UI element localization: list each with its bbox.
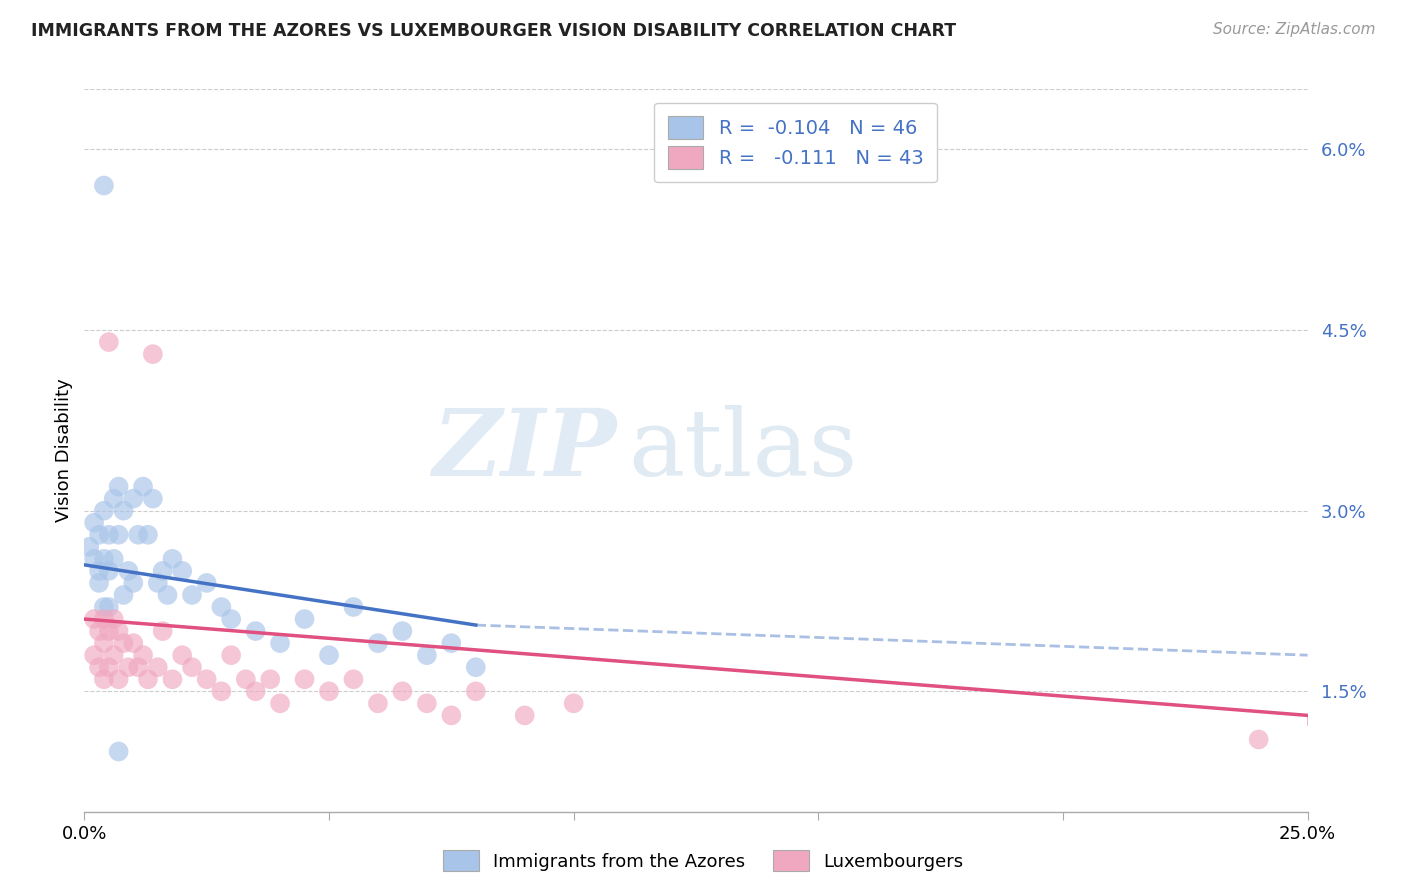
Point	[107, 624, 129, 639]
Point	[391, 684, 413, 698]
Point	[97, 660, 120, 674]
Point	[97, 624, 120, 639]
Point	[97, 600, 120, 615]
Point	[146, 576, 169, 591]
Text: ZIP: ZIP	[432, 406, 616, 495]
Point	[416, 697, 439, 711]
Point	[342, 600, 364, 615]
Point	[83, 612, 105, 626]
Point	[83, 648, 105, 663]
Point	[259, 673, 281, 687]
Point	[152, 624, 174, 639]
Point	[416, 648, 439, 663]
Point	[132, 648, 155, 663]
Point	[93, 636, 115, 650]
Point	[103, 612, 125, 626]
Point	[195, 576, 218, 591]
Point	[107, 744, 129, 758]
Point	[440, 636, 463, 650]
Point	[117, 660, 139, 674]
Point	[97, 528, 120, 542]
Point	[181, 588, 204, 602]
Point	[162, 673, 184, 687]
Point	[318, 648, 340, 663]
Point	[127, 528, 149, 542]
Point	[294, 612, 316, 626]
Point	[87, 576, 110, 591]
Point	[367, 697, 389, 711]
Point	[245, 684, 267, 698]
Text: Source: ZipAtlas.com: Source: ZipAtlas.com	[1212, 22, 1375, 37]
Point	[513, 708, 536, 723]
Point	[132, 480, 155, 494]
Point	[127, 660, 149, 674]
Point	[103, 551, 125, 566]
Point	[209, 600, 232, 615]
Point	[146, 660, 169, 674]
Point	[152, 564, 174, 578]
Point	[195, 673, 218, 687]
Point	[294, 673, 316, 687]
Point	[87, 660, 110, 674]
Point	[93, 612, 115, 626]
Legend: Immigrants from the Azores, Luxembourgers: Immigrants from the Azores, Luxembourger…	[436, 843, 970, 879]
Point	[87, 528, 110, 542]
Point	[1247, 732, 1270, 747]
Point	[93, 551, 115, 566]
Y-axis label: Vision Disability: Vision Disability	[55, 378, 73, 523]
Point	[464, 684, 486, 698]
Point	[562, 697, 585, 711]
Point	[162, 551, 184, 566]
Point	[342, 673, 364, 687]
Point	[87, 564, 110, 578]
Point	[77, 540, 100, 554]
Point	[117, 564, 139, 578]
Text: atlas: atlas	[628, 406, 858, 495]
Point	[269, 697, 291, 711]
Point	[97, 564, 120, 578]
Point	[122, 636, 145, 650]
Point	[219, 648, 242, 663]
Point	[245, 624, 267, 639]
Point	[142, 491, 165, 506]
Point	[93, 600, 115, 615]
Point	[93, 178, 115, 193]
Point	[136, 673, 159, 687]
Point	[107, 673, 129, 687]
Point	[112, 503, 135, 517]
Point	[112, 588, 135, 602]
Point	[122, 491, 145, 506]
Text: IMMIGRANTS FROM THE AZORES VS LUXEMBOURGER VISION DISABILITY CORRELATION CHART: IMMIGRANTS FROM THE AZORES VS LUXEMBOURG…	[31, 22, 956, 40]
Point	[219, 612, 242, 626]
Point	[136, 528, 159, 542]
Legend: R =  -0.104   N = 46, R =   -0.111   N = 43: R = -0.104 N = 46, R = -0.111 N = 43	[654, 103, 936, 183]
Point	[318, 684, 340, 698]
Point	[464, 660, 486, 674]
Point	[235, 673, 257, 687]
Point	[107, 480, 129, 494]
Point	[440, 708, 463, 723]
Point	[172, 648, 194, 663]
Point	[83, 516, 105, 530]
Point	[156, 588, 179, 602]
Point	[269, 636, 291, 650]
Point	[142, 347, 165, 361]
Point	[97, 335, 120, 350]
Point	[181, 660, 204, 674]
Point	[391, 624, 413, 639]
Point	[83, 551, 105, 566]
Point	[93, 673, 115, 687]
Point	[367, 636, 389, 650]
Point	[103, 648, 125, 663]
Point	[172, 564, 194, 578]
Point	[209, 684, 232, 698]
Point	[122, 576, 145, 591]
Point	[107, 528, 129, 542]
Point	[103, 491, 125, 506]
Point	[93, 503, 115, 517]
Point	[87, 624, 110, 639]
Point	[112, 636, 135, 650]
